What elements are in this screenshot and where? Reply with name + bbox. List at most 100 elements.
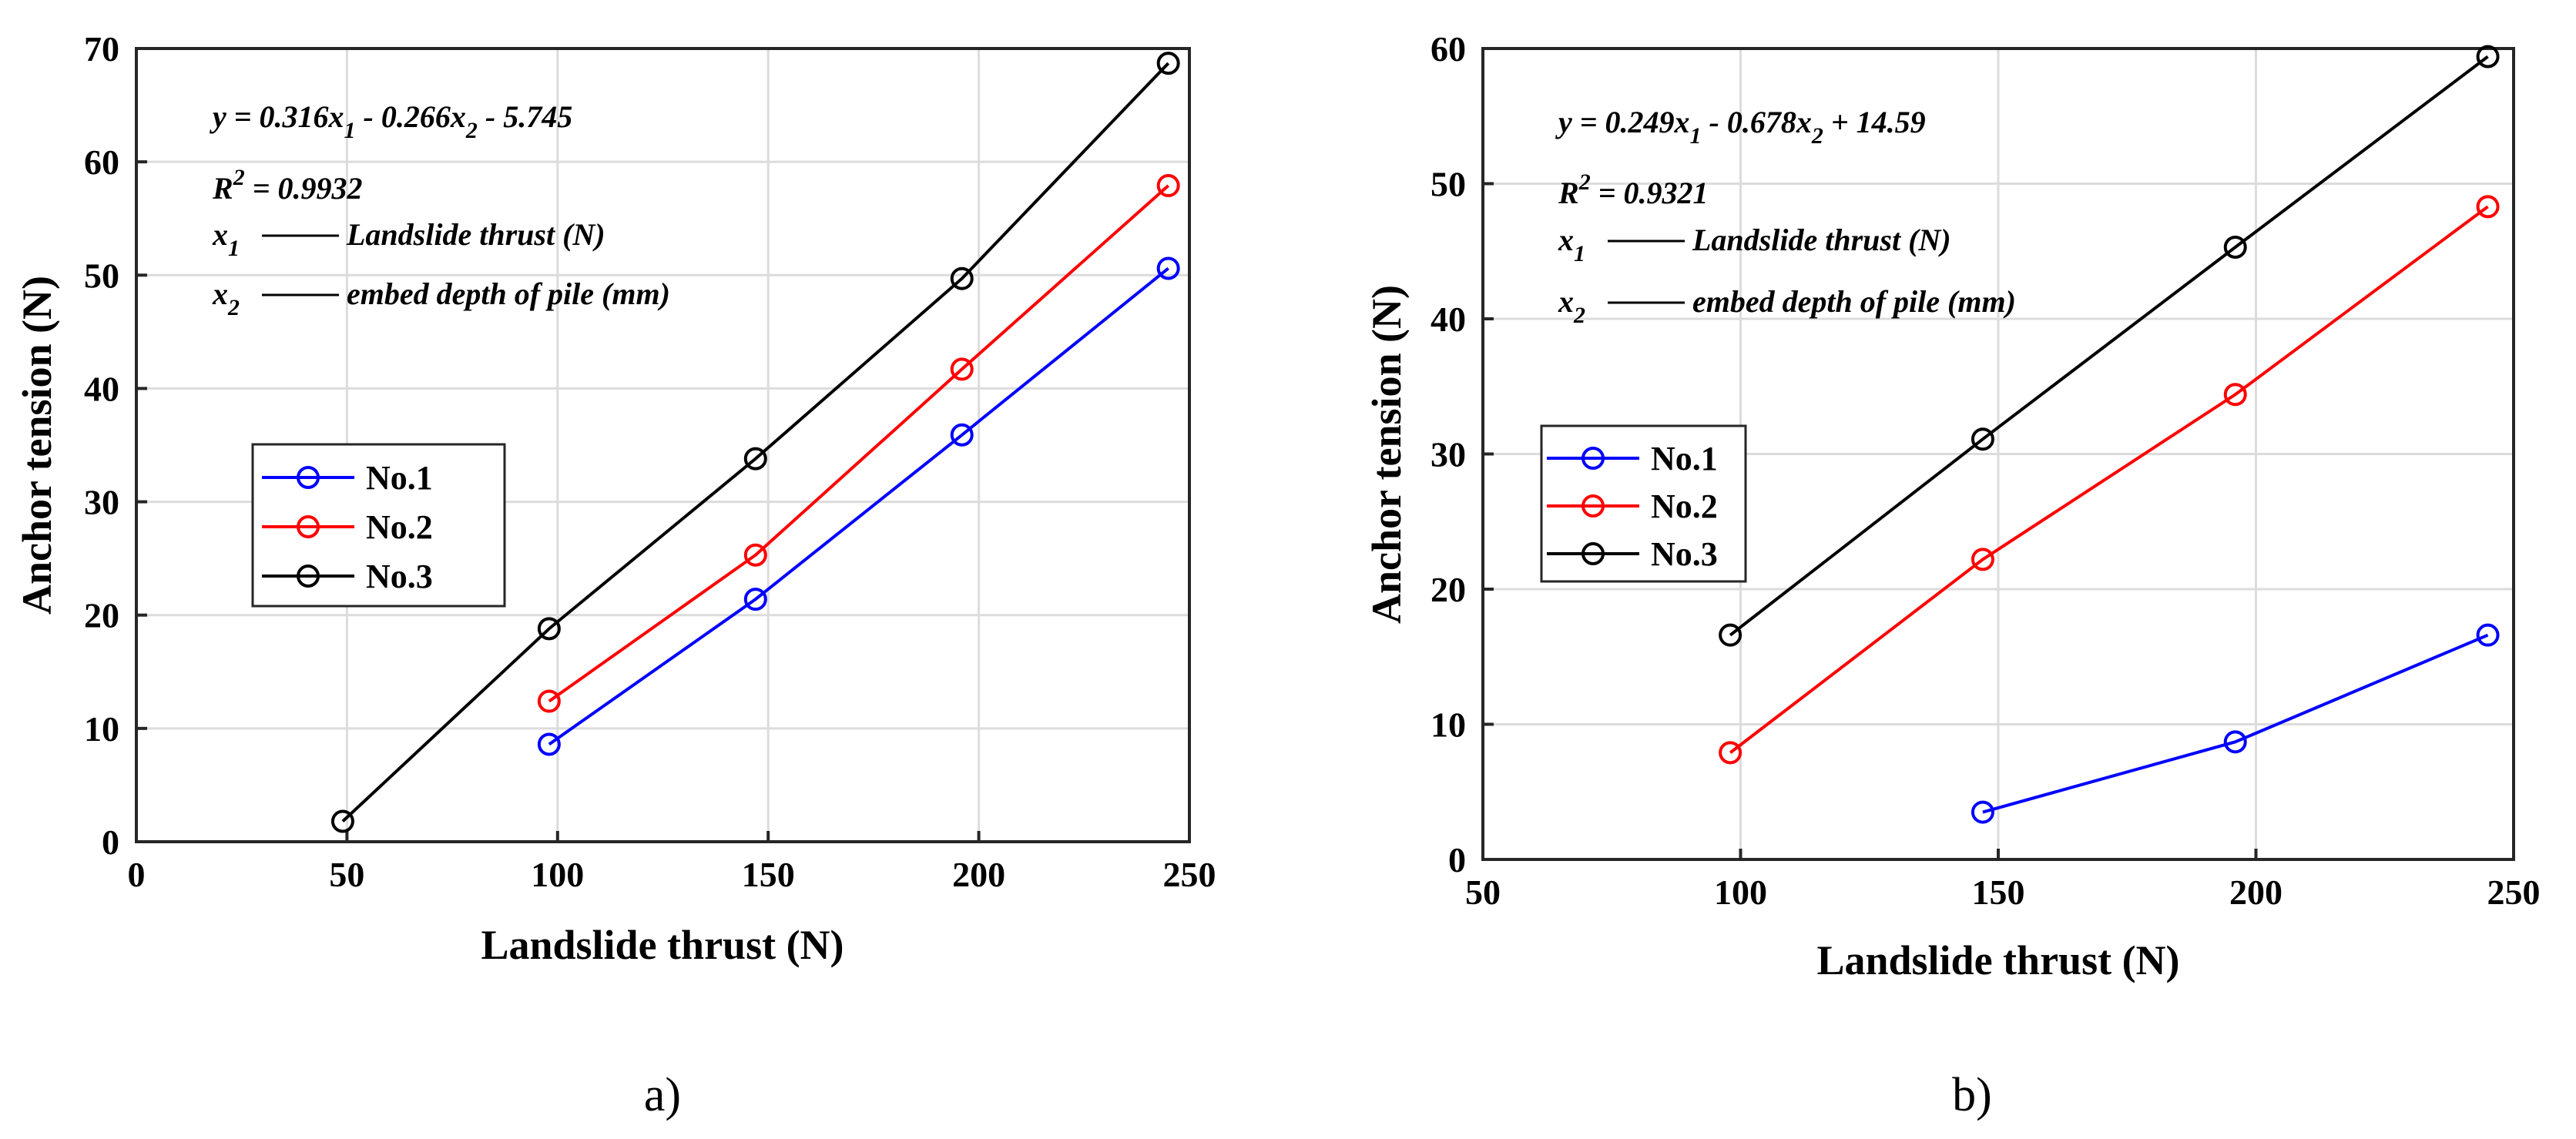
equation-part3-a: - 5.745 (478, 99, 572, 134)
x-tick-label-b: 150 (1972, 873, 2025, 912)
series-line-no1-b (1982, 633, 2489, 814)
annotation-a: y = 0.316x1 - 0.266x2 - 5.745 R2 = 0.993… (210, 99, 670, 320)
series-line-no3-a (341, 62, 1170, 822)
x-tick-label-a: 200 (952, 855, 1005, 894)
panel-a: 0 50 100 150 200 250 0 10 20 30 40 50 60 70 Landslide… (14, 29, 1216, 1121)
data-point-no3-a (330, 809, 354, 833)
data-point-no1-a (537, 732, 561, 756)
data-point-no2-b (2223, 383, 2247, 407)
series-b (1719, 45, 2500, 824)
equation-part2-a: - 0.266x (356, 99, 466, 134)
x-tick-label-a: 100 (531, 855, 584, 894)
data-point-no3-b (2223, 235, 2247, 259)
legend-label-no1-b: No.1 (1651, 440, 1718, 477)
x2-text-a: embed depth of pile (mm) (347, 276, 670, 311)
x1-text-b: Landslide thrust (N) (1692, 223, 1951, 257)
data-point-no2-a (1156, 174, 1180, 198)
data-point-no2-b (1971, 548, 1994, 571)
caption-b: b) (1952, 1069, 1992, 1121)
equation-sub2-b: 2 (1811, 123, 1823, 149)
legend-marker-no3-b (1581, 542, 1605, 565)
equation-b: y = 0.249x1 - 0.678x2 + 14.59 (1555, 105, 1926, 149)
r2-a: R2 = 0.9932 (212, 165, 362, 206)
data-point-no2-b (2476, 195, 2500, 219)
y-tick-label-a: 20 (84, 596, 119, 635)
legend-label-no3-b: No.3 (1651, 535, 1718, 573)
y-tick-label-b: 60 (1431, 29, 1466, 69)
series-a (330, 52, 1180, 833)
series-line-no2-b (1729, 205, 2489, 754)
legend-label-no2-b: No.2 (1651, 487, 1718, 525)
data-point-no1-b (2476, 623, 2500, 647)
x2-text-b: embed depth of pile (mm) (1692, 284, 2016, 319)
equation-part1-a: y = 0.316x (210, 99, 344, 134)
annotation-b: y = 0.249x1 - 0.678x2 + 14.59 R2 = 0.932… (1555, 105, 2016, 328)
x1-desc-a: x1 (212, 217, 240, 261)
r2-b: R2 = 0.9321 (1558, 169, 1708, 210)
r2-base-a: R (212, 171, 233, 206)
equation-a: y = 0.316x1 - 0.266x2 - 5.745 (210, 99, 572, 143)
equation-part1-b: y = 0.249x (1555, 105, 1690, 139)
equation-sub2-a: 2 (465, 118, 478, 143)
y-tick-label-a: 50 (84, 256, 119, 295)
ticks-b: 50 100 150 200 250 0 10 20 30 40 50 60 (1431, 29, 2541, 912)
x2-desc-a: x2 (212, 276, 240, 320)
y-tick-label-a: 70 (84, 29, 119, 69)
x1-text-a: Landslide thrust (N) (346, 217, 605, 252)
data-point-no1-a (1156, 256, 1180, 280)
r2-base-b: R (1558, 176, 1579, 210)
x-axis-label-b: Landslide thrust (N) (1816, 937, 2179, 983)
data-point-no3-a (950, 266, 974, 290)
series-line-no1-a (548, 266, 1169, 746)
y-tick-label-b: 30 (1431, 435, 1466, 474)
x-tick-label-a: 50 (329, 855, 364, 894)
data-point-no2-a (950, 357, 974, 381)
equation-part2-b: - 0.678x (1702, 105, 1812, 139)
y-tick-label-a: 30 (84, 483, 119, 522)
data-point-no2-a (743, 543, 767, 567)
r2-value-a: = 0.9932 (245, 171, 363, 206)
y-tick-label-a: 60 (84, 142, 119, 182)
x1-desc-b: x1 (1558, 223, 1585, 266)
x-tick-label-b: 250 (2487, 873, 2541, 912)
plot-frame-a (135, 47, 1191, 843)
x-tick-label-a: 250 (1163, 855, 1216, 894)
x-axis-label-a: Landslide thrust (N) (481, 922, 844, 968)
data-point-no3-a (743, 447, 767, 471)
y-tick-label-a: 10 (84, 709, 119, 749)
x-tick-label-b: 200 (2229, 873, 2283, 912)
legend-marker-no2-a (297, 515, 320, 538)
equation-sub1-a: 1 (344, 118, 356, 143)
y-tick-label-b: 20 (1431, 570, 1466, 609)
ticks-a: 0 50 100 150 200 250 0 10 20 30 40 50 60 70 (84, 29, 1216, 894)
r2-sup-b: 2 (1578, 169, 1591, 195)
legend-label-no3-a: No.3 (366, 558, 433, 595)
panel-b: 50 100 150 200 250 0 10 20 30 40 50 60 Landslide th… (1363, 29, 2541, 1121)
legend-label-no1-a: No.1 (366, 459, 433, 497)
legend-marker-no1-a (297, 466, 320, 489)
data-point-no3-b (1971, 427, 1994, 451)
legend-marker-no2-b (1581, 494, 1605, 518)
y-axis-label-b: Anchor tension (N) (1363, 285, 1410, 624)
x2-desc-b: x2 (1558, 284, 1585, 328)
r2-value-b: = 0.9321 (1591, 176, 1709, 210)
y-tick-label-b: 10 (1431, 705, 1466, 745)
y-tick-label-a: 0 (102, 822, 119, 862)
y-tick-label-b: 40 (1431, 300, 1466, 339)
legend-a: No.1 No.2 No.3 (251, 443, 506, 608)
data-point-no2-a (537, 689, 561, 713)
equation-sub1-b: 1 (1690, 123, 1702, 149)
y-tick-label-b: 50 (1431, 165, 1466, 204)
data-point-no1-b (1971, 800, 1994, 824)
data-point-no3-b (2476, 45, 2500, 69)
data-point-no1-a (950, 423, 974, 447)
y-tick-label-b: 0 (1448, 840, 1466, 879)
legend-marker-no1-b (1581, 447, 1605, 470)
series-line-no2-a (548, 184, 1169, 703)
y-axis-label-a: Anchor tension (N) (14, 276, 60, 615)
legend-b: No.1 No.2 No.3 (1540, 424, 1747, 583)
data-point-no3-a (1156, 52, 1180, 75)
data-point-no3-b (1719, 623, 1742, 647)
caption-a: a) (644, 1069, 681, 1121)
